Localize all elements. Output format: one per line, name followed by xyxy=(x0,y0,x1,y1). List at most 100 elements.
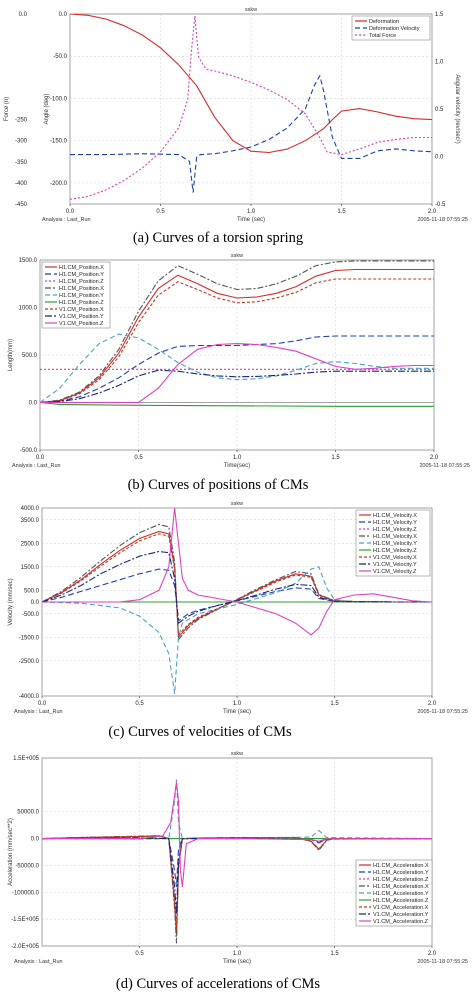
y-tick-label: -4000.0 xyxy=(19,694,40,700)
x-tick-label: 1.0 xyxy=(233,701,242,707)
legend-entry: H1.CM_Acceleration.X xyxy=(373,863,429,869)
legend-entry: H1.CM_Position.Z xyxy=(59,300,104,306)
footer-analysis: Analysis : Last_Run xyxy=(12,463,61,469)
x-tick-label: 0.5 xyxy=(135,951,144,957)
legend-entry: V1.CM_Velocity.X xyxy=(373,555,417,561)
torsion-spring-chart: sskw 0.0 0.5 1.0 1.5 2.0 0.0 -50.0 -100.0 -150.0 -… xyxy=(4,7,468,246)
figure-caption: (d) Curves of accelerations of CMs xyxy=(116,976,321,992)
series-line-0 xyxy=(70,14,432,154)
x-axis-label: Time (sec) xyxy=(223,709,251,715)
y-tick-label: 2500.0 xyxy=(21,541,40,547)
legend-entry: Deformation Velocity xyxy=(369,26,420,32)
x-tick-label: 1.5 xyxy=(330,701,339,707)
series-line-7 xyxy=(42,550,432,625)
y-tick-label: -2.0E+005 xyxy=(11,944,40,950)
legend-entry: H1.CM_Velocity.Y xyxy=(373,541,417,547)
figure-caption: (c) Curves of velocities of CMs xyxy=(108,724,292,740)
figure-caption: (b) Curves of positions of CMs xyxy=(128,477,309,493)
y-axis-label: Velocity (mm/sec) xyxy=(8,578,14,625)
chart-header: sskw xyxy=(231,501,243,507)
y-tick-label: -2500.0 xyxy=(19,659,40,665)
legend-entry: H1.CM_Position.X xyxy=(59,265,104,271)
series-line-8 xyxy=(42,782,432,887)
x-tick-label: 2.0 xyxy=(428,701,437,707)
y-axis-label-right: Angular velocity (rev/sec²) xyxy=(454,74,460,143)
y-tick-label: -150.0 xyxy=(50,139,68,145)
x-tick-label: 2.0 xyxy=(430,455,439,461)
legend-entry: H1.CM_Velocity.Z xyxy=(373,527,417,533)
y-tick-label: 3500.0 xyxy=(21,518,40,524)
legend-entry: H1.CM_Velocity.X xyxy=(373,513,417,519)
legend-entry: Total Force xyxy=(369,33,396,39)
y-right-tick-label: 1.0 xyxy=(435,60,444,66)
legend-entry: V1.CM_Velocity.Y xyxy=(373,562,417,568)
x-tick-label: 0.5 xyxy=(134,455,143,461)
y-outer-tick-label: -350 xyxy=(15,160,28,166)
series-line-2 xyxy=(70,15,432,200)
x-tick-label: 1.5 xyxy=(330,951,339,957)
legend-entry: V1.CM_Acceleration.Y xyxy=(373,912,429,918)
footer-timestamp: 2005-11-18 07:55:25 xyxy=(419,463,470,469)
y-tick-label: 50000.0 xyxy=(17,810,39,816)
y-tick-label: 1500.0 xyxy=(21,565,40,571)
footer-timestamp: 2005-11-18 07:55:25 xyxy=(417,959,468,965)
series-line-6 xyxy=(40,278,434,404)
y-tick-label: 1000.0 xyxy=(19,306,38,312)
legend-entry: H1.CM_Position.Z xyxy=(59,279,104,285)
legend-entry: H1.CM_Acceleration.Z xyxy=(373,898,429,904)
y-axis-label: Angle (deg) xyxy=(44,93,50,124)
series-line-8 xyxy=(42,508,432,636)
footer-timestamp: 2005-11-18 07:55:25 xyxy=(417,709,468,715)
y-tick-label: 1500.0 xyxy=(19,258,38,264)
x-tick-label: 0.5 xyxy=(156,209,165,215)
y-tick-label: -100.0 xyxy=(50,96,68,102)
series-line-3 xyxy=(42,523,432,642)
velocities-chart: sskw 0.0 0.5 1.0 1.5 2.0 4000.0 3500.0 2500.0 150… xyxy=(8,501,468,740)
legend-entry: H1.CM_Acceleration.Z xyxy=(373,877,429,883)
x-tick-label: 1.0 xyxy=(247,209,256,215)
y-right-tick-label: -0.5 xyxy=(435,202,446,208)
series-line-4 xyxy=(42,566,432,694)
legend-entry: H1.CM_Acceleration.X xyxy=(373,884,429,890)
y-tick-label: 500.0 xyxy=(24,588,40,594)
footer-analysis: Analysis : Last_Run xyxy=(14,709,63,715)
footer-timestamp: 2005-11-18 07:55:25 xyxy=(417,217,468,223)
y-tick-label: -500.0 xyxy=(22,612,40,618)
legend-entry: H1.CM_Velocity.Z xyxy=(373,548,417,554)
x-tick-label: 2.0 xyxy=(428,951,437,957)
y-tick-label: 0.0 xyxy=(31,600,40,606)
y-tick-label: -100000.0 xyxy=(12,890,40,896)
series-line-3 xyxy=(40,260,434,404)
x-axis-label: Time (sec) xyxy=(237,217,265,223)
x-tick-label: 2.0 xyxy=(428,209,437,215)
x-tick-label: 0.5 xyxy=(135,701,144,707)
x-tick-label: 1.0 xyxy=(233,951,242,957)
x-tick-label: 0.0 xyxy=(38,701,47,707)
y-tick-label: 500.0 xyxy=(22,353,38,359)
series-line-1 xyxy=(42,568,432,622)
series-line-7 xyxy=(40,369,434,404)
chart-header: sskw xyxy=(231,751,243,757)
legend-entry: H1.CM_Acceleration.Y xyxy=(373,891,429,897)
chart-header: sskw xyxy=(245,7,257,13)
y-axis-label-outer: Force (n) xyxy=(4,97,10,121)
y-right-tick-label: 1.5 xyxy=(435,12,444,18)
plot-area xyxy=(69,13,433,205)
y-tick-label: -50000.0 xyxy=(15,863,39,869)
y-tick-label: 0.0 xyxy=(29,401,38,407)
legend-entry: V1.CM_Position.X xyxy=(59,307,104,313)
y-right-tick-label: 0.0 xyxy=(435,155,444,161)
x-axis-label: Time(sec) xyxy=(224,463,250,469)
legend-entry: V1.CM_Position.Y xyxy=(59,314,104,320)
x-tick-label: 0.0 xyxy=(66,209,75,215)
footer-analysis: Analysis : Last_Run xyxy=(42,217,91,223)
series-line-8 xyxy=(40,343,434,404)
y-outer-tick-label: -250 xyxy=(15,118,28,124)
accelerations-chart: sskw 0.5 1.0 1.5 2.0 1.5E+005 50000.0 0.0 -50000… xyxy=(8,751,468,992)
x-tick-label: 1.0 xyxy=(233,455,242,461)
series-line-6 xyxy=(42,533,432,637)
x-tick-label: 0.0 xyxy=(36,455,45,461)
y-tick-label: -200.0 xyxy=(50,181,68,187)
legend-entry: V1.CM_Velocity.Z xyxy=(373,569,417,575)
